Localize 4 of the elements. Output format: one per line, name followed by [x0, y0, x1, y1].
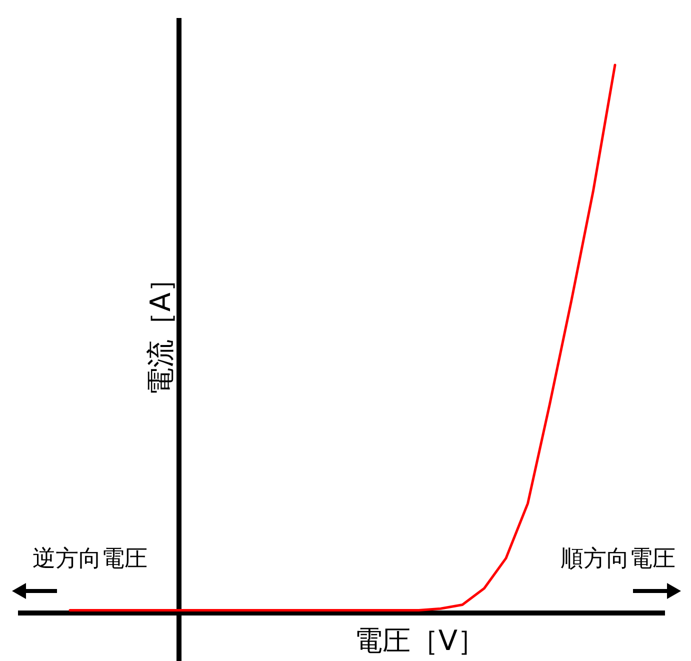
annotation: 逆方向電圧: [32, 546, 148, 571]
y-axis-title: 電流［A］: [144, 264, 177, 396]
x-axis-title: 電圧［V］: [354, 624, 486, 657]
annotation: 順方向電圧: [560, 546, 676, 571]
